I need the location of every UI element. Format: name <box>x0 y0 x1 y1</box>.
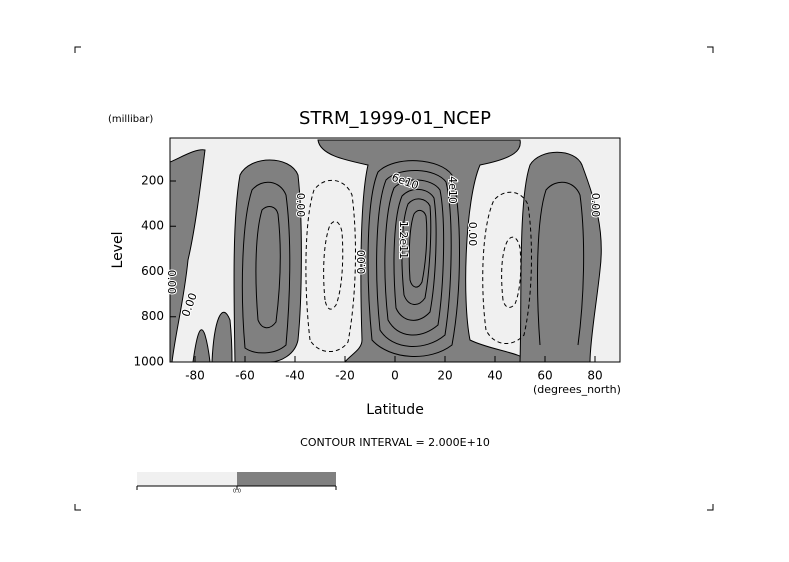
plot-area <box>169 137 621 363</box>
y-tick-label: 400 <box>141 219 164 233</box>
contour-label: 0.00 <box>294 193 307 218</box>
x-tick-label: -20 <box>335 369 355 383</box>
x-tick-label: -40 <box>285 369 305 383</box>
region <box>519 151 602 363</box>
y-axis-label: Level <box>110 232 126 269</box>
chart-title: STRM_1999-01_NCEP <box>299 108 491 129</box>
negative-contours <box>305 180 532 352</box>
x-tick-label: 40 <box>487 369 502 383</box>
region <box>233 159 302 363</box>
region <box>192 329 211 363</box>
x-tick-label: 60 <box>537 369 552 383</box>
region <box>169 149 206 363</box>
x-tick-label: 80 <box>587 369 602 383</box>
y-tick-label: 800 <box>141 309 164 323</box>
y-tick-label: 200 <box>141 173 164 187</box>
contour-label: 0.00 <box>466 222 479 247</box>
contour-interval: CONTOUR INTERVAL = 2.000E+10 <box>300 436 490 449</box>
colorbar-label: 0.0 <box>233 489 241 495</box>
contour-label: 0.00 <box>355 250 368 275</box>
colorbar-negative <box>137 472 237 486</box>
y-tick-label: 1000 <box>133 355 164 369</box>
x-tick-label: -80 <box>185 369 205 383</box>
positive-regions <box>169 139 602 363</box>
x-tick-label: -60 <box>235 369 255 383</box>
x-tick-label: 0 <box>391 369 399 383</box>
colorbar: 0.0 <box>136 472 337 495</box>
x-axis-label: Latitude <box>366 402 424 418</box>
colorbar-axis <box>136 485 337 490</box>
contour-label: 4e10 <box>446 176 459 204</box>
x-tick-label: 20 <box>437 369 452 383</box>
x-unit: (degrees_north) <box>533 383 621 396</box>
contour-label: 1.2e11 <box>397 221 410 259</box>
colorbar-positive <box>237 472 336 486</box>
region <box>211 311 233 363</box>
corner-marks <box>74 46 714 511</box>
positive-contours <box>241 160 585 357</box>
y-tick-label: 600 <box>141 264 164 278</box>
y-unit: (millibar) <box>108 114 153 125</box>
contour-label: 0.00 <box>165 270 178 295</box>
contour-label: 0.00 <box>589 193 602 218</box>
